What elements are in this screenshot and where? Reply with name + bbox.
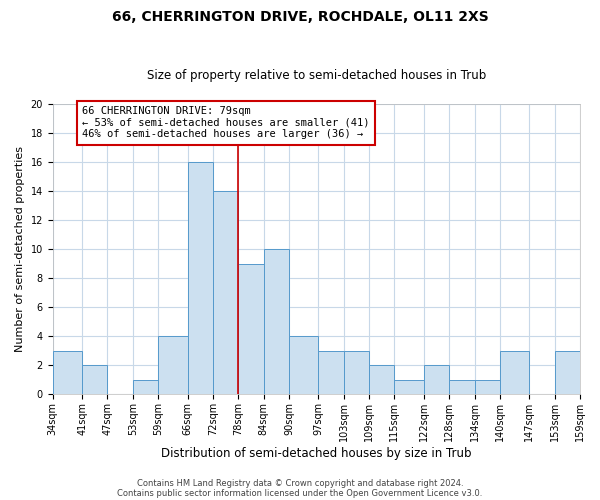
Text: 66, CHERRINGTON DRIVE, ROCHDALE, OL11 2XS: 66, CHERRINGTON DRIVE, ROCHDALE, OL11 2X… xyxy=(112,10,488,24)
Text: 66 CHERRINGTON DRIVE: 79sqm
← 53% of semi-detached houses are smaller (41)
46% o: 66 CHERRINGTON DRIVE: 79sqm ← 53% of sem… xyxy=(82,106,370,140)
Bar xyxy=(394,380,424,394)
Bar xyxy=(319,351,344,395)
Bar xyxy=(369,366,394,394)
Text: Contains HM Land Registry data © Crown copyright and database right 2024.: Contains HM Land Registry data © Crown c… xyxy=(137,478,463,488)
Y-axis label: Number of semi-detached properties: Number of semi-detached properties xyxy=(15,146,25,352)
Bar xyxy=(554,351,580,395)
Bar xyxy=(133,380,158,394)
Bar xyxy=(188,162,213,394)
Text: Contains public sector information licensed under the Open Government Licence v3: Contains public sector information licen… xyxy=(118,488,482,498)
X-axis label: Distribution of semi-detached houses by size in Trub: Distribution of semi-detached houses by … xyxy=(161,447,472,460)
Bar xyxy=(263,249,289,394)
Bar xyxy=(475,380,500,394)
Bar xyxy=(53,351,82,395)
Bar xyxy=(238,264,263,394)
Bar xyxy=(158,336,188,394)
Bar xyxy=(449,380,475,394)
Bar xyxy=(424,366,449,394)
Bar xyxy=(500,351,529,395)
Bar xyxy=(82,366,107,394)
Title: Size of property relative to semi-detached houses in Trub: Size of property relative to semi-detach… xyxy=(147,69,486,82)
Bar xyxy=(289,336,319,394)
Bar xyxy=(213,191,238,394)
Bar xyxy=(344,351,369,395)
